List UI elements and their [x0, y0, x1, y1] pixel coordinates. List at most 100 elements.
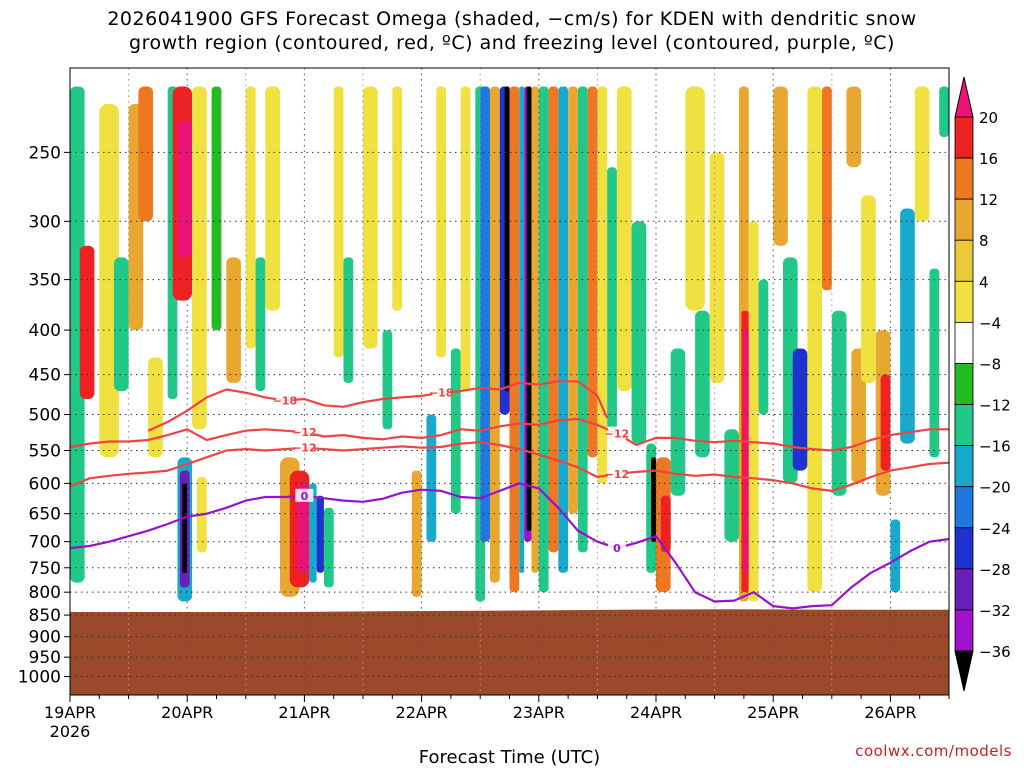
omega-cell-59	[660, 495, 671, 553]
omega-cell-84	[929, 268, 940, 458]
omega-cell-48	[558, 86, 569, 573]
omega-cell-74	[822, 86, 832, 291]
axes: 2503003504004505005506006507007508008509…	[18, 67, 950, 768]
omega-cell-72	[792, 348, 808, 471]
omega-cell-68	[748, 221, 759, 602]
omega-cell-18	[255, 257, 266, 392]
site-credit-link[interactable]: coolwx.com/models	[855, 742, 1012, 760]
omega-cell-35	[460, 86, 471, 392]
omega-cell-63	[709, 152, 725, 383]
omega-cell-52	[597, 86, 608, 484]
y-tick-label-700: 700	[29, 533, 61, 553]
colorbar-bin-0	[954, 116, 974, 159]
colorbar-bin-3	[954, 239, 974, 282]
contour-label-1-1: −12	[605, 428, 630, 441]
omega-cell-23	[309, 483, 317, 583]
y-tick-label-1000: 1000	[18, 668, 61, 688]
omega-cell-16	[226, 257, 241, 383]
omega-cell-44	[526, 86, 532, 531]
contours: −18 −18 −12 −12 −12 −12 0 0	[69, 380, 950, 610]
omega-cell-5	[138, 86, 154, 222]
omega-cell-64	[724, 429, 740, 542]
omega-cell-15	[211, 86, 222, 331]
omega-cell-13	[192, 86, 207, 430]
omega-cell-55	[631, 221, 647, 444]
contour-label-bg-3-0	[295, 488, 314, 502]
contour-label-0-0: −18	[273, 395, 298, 408]
colorbar-bottom-arrow	[954, 650, 974, 692]
x-tick-label-22APR: 22APR	[396, 703, 448, 722]
contour-label-bg-3-1	[607, 541, 626, 555]
contour-label-bg-1-1	[607, 426, 626, 440]
colorbar-label-0: 20	[979, 109, 998, 127]
colorbar-label-1: 16	[979, 150, 998, 168]
omega-cell-70	[773, 86, 788, 246]
omega-cell-78	[861, 195, 876, 383]
grid-lines	[70, 68, 949, 695]
contour-label-3-1: 0	[613, 542, 621, 555]
y-tick-label-350: 350	[29, 271, 61, 291]
colorbar-label-7: −12	[979, 397, 1011, 415]
omega-cell-32	[426, 414, 437, 542]
colorbar-label-12: −32	[979, 602, 1011, 620]
contour-label-2-0: −12	[292, 442, 317, 455]
colorbar-label-5: −4	[979, 314, 1001, 332]
omega-cell-1	[79, 245, 95, 400]
colorbar-bin-9	[954, 486, 974, 529]
omega-cell-29	[382, 330, 393, 430]
omega-cell-0	[70, 86, 85, 583]
chart-title-line-2: growth region (contoured, red, ºC) and f…	[129, 32, 895, 54]
x-tick-label-26APR: 26APR	[864, 703, 916, 722]
omega-cell-73	[807, 86, 823, 593]
colorbar-label-2: 12	[979, 191, 998, 209]
omega-cell-22	[297, 483, 310, 573]
omega-cell-77	[851, 348, 866, 484]
contour-label-bg-2-1	[607, 466, 626, 480]
omega-cell-12	[182, 483, 188, 573]
omega-cell-17	[245, 86, 256, 349]
colorbar-bin-6	[954, 363, 974, 405]
omega-cell-51	[587, 86, 598, 458]
omega-cell-27	[343, 257, 354, 383]
colorbar-bin-2	[954, 198, 974, 241]
omega-cell-49	[568, 86, 578, 514]
omega-cell-83	[914, 86, 930, 222]
y-tick-label-600: 600	[29, 474, 61, 494]
x-tick-label-21APR: 21APR	[278, 703, 330, 722]
omega-cell-30	[392, 86, 403, 311]
omega-cell-54	[616, 86, 632, 392]
omega-cell-61	[685, 86, 705, 311]
omega-cell-26	[333, 86, 344, 358]
omega-cell-75	[831, 310, 847, 496]
contour-label-2-1: −12	[605, 468, 630, 481]
y-tick-label-650: 650	[29, 505, 61, 525]
colorbar-label-9: −20	[979, 479, 1011, 497]
y-tick-label-250: 250	[29, 143, 61, 163]
omega-cell-24	[316, 495, 324, 573]
colorbar-label-6: −8	[979, 355, 1001, 373]
y-tick-label-500: 500	[29, 405, 61, 425]
contour-label-bg-2-0	[295, 440, 314, 454]
omega-cell-67	[743, 330, 749, 573]
omega-cell-19	[265, 86, 280, 311]
x-tick-label-19APR: 19APR	[44, 703, 96, 722]
colorbar-bin-1	[954, 157, 974, 200]
omega-cell-53	[607, 167, 617, 430]
omega-cell-60	[670, 348, 686, 496]
omega-cell-28	[363, 86, 378, 349]
colorbar-label-4: 4	[979, 273, 989, 291]
omega-cell-3	[113, 257, 129, 392]
omega-cell-41	[509, 86, 520, 593]
colorbar-label-10: −24	[979, 520, 1011, 538]
x-tick-label-24APR: 24APR	[630, 703, 682, 722]
contour-line-2	[69, 441, 950, 492]
ground-terrain	[70, 609, 949, 695]
ground-area	[70, 609, 949, 695]
omega-cell-6	[148, 357, 163, 458]
omega-cell-76	[846, 86, 862, 168]
y-tick-label-750: 750	[29, 559, 61, 579]
contour-line-0	[147, 380, 609, 432]
x-tick-label-23APR: 23APR	[513, 703, 565, 722]
omega-cell-62	[695, 310, 710, 458]
x-axis-title: Forecast Time (UTC)	[419, 747, 600, 768]
